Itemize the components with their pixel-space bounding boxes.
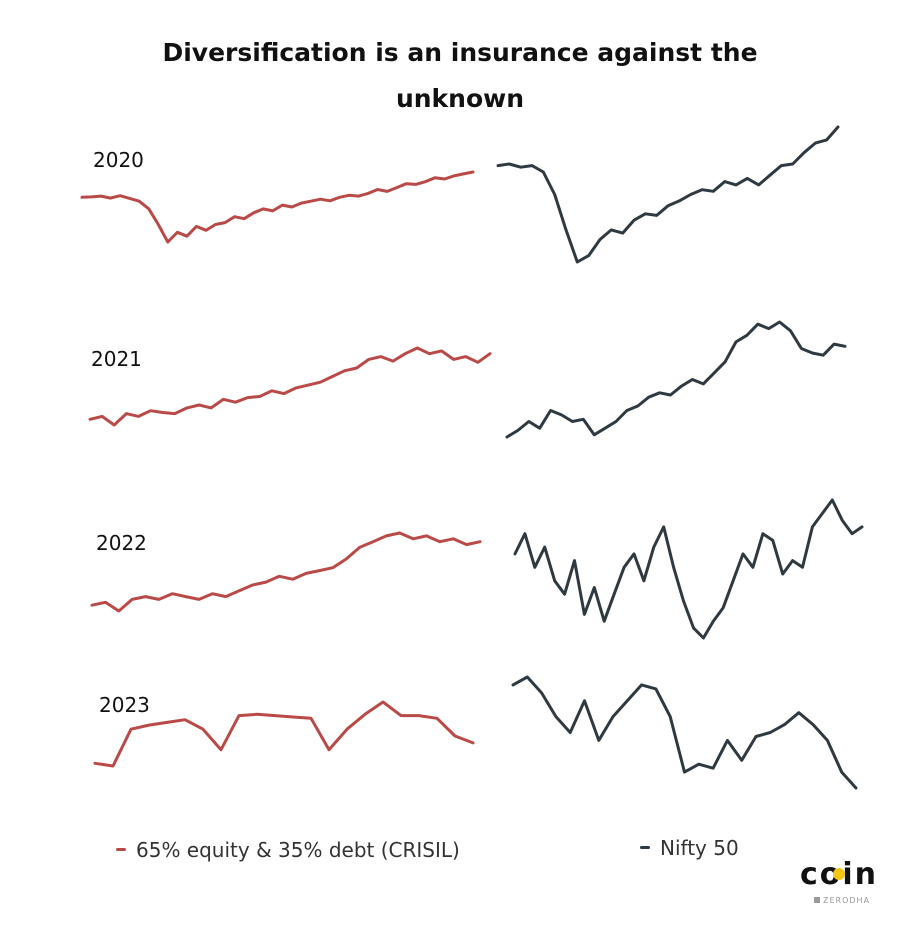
series-line-portfolio-2022 [90,531,482,613]
zerodha-mark-icon [814,897,820,903]
legend-label-nifty: Nifty 50 [660,836,739,860]
legend-label-portfolio: 65% equity & 35% debt (CRISIL) [136,838,460,862]
logo-subtitle: ZERODHA [814,896,884,905]
logo-dot-icon [833,868,845,880]
logo-wordmark: coin [800,858,884,892]
series-line-nifty-2021 [505,320,847,439]
year-label-2021: 2021 [91,347,142,371]
series-line-portfolio-2021 [88,346,492,427]
series-line-nifty-2023 [511,675,858,790]
series-line-nifty-2022 [513,498,864,640]
year-label-2022: 2022 [96,531,147,555]
legend-swatch-portfolio [116,848,126,851]
year-label-2023: 2023 [99,693,150,717]
legend-item-nifty: Nifty 50 [640,836,739,860]
series-line-nifty-2020 [496,125,840,264]
series-line-portfolio-2020 [80,170,475,244]
series-line-portfolio-2023 [93,700,475,768]
legend-swatch-nifty [640,846,650,849]
legend-item-portfolio: 65% equity & 35% debt (CRISIL) [116,838,460,862]
coin-logo: coin ZERODHA [800,858,884,906]
year-label-2020: 2020 [93,148,144,172]
chart-title: Diversification is an insurance against … [162,38,758,113]
